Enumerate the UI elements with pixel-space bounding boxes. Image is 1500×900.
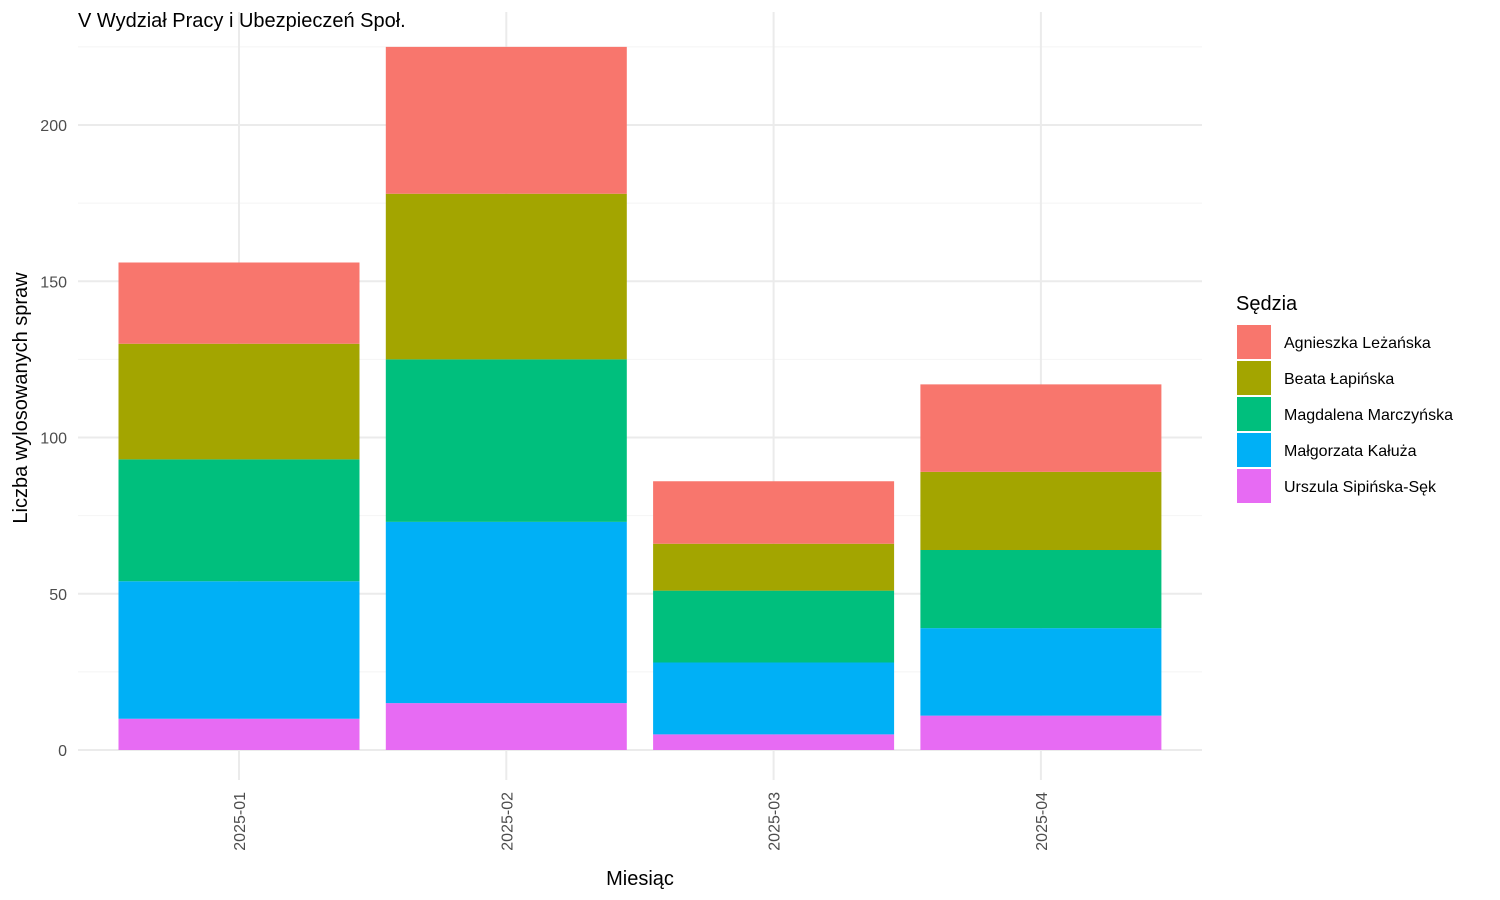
bar-segment bbox=[118, 718, 360, 750]
y-tick-label: 150 bbox=[40, 274, 67, 291]
legend-label: Małgorzata Kałuża bbox=[1284, 443, 1417, 460]
y-tick-label: 0 bbox=[58, 743, 67, 760]
x-tick-label: 2025-03 bbox=[767, 792, 784, 851]
chart-title: V Wydział Pracy i Ubezpieczeń Społ. bbox=[78, 10, 406, 32]
legend-key bbox=[1237, 469, 1271, 503]
bar-segment bbox=[385, 46, 627, 194]
bar-segment bbox=[385, 359, 627, 522]
bar-segment bbox=[118, 581, 360, 719]
bar-segment bbox=[653, 590, 895, 663]
y-tick-label: 50 bbox=[49, 587, 67, 604]
legend-label: Agnieszka Leżańska bbox=[1284, 335, 1431, 352]
bar-segment bbox=[920, 471, 1162, 550]
bar-segment bbox=[920, 715, 1162, 750]
bar-segment bbox=[118, 459, 360, 582]
bar-segment bbox=[653, 543, 895, 591]
bar-segment bbox=[385, 193, 627, 360]
legend-label: Magdalena Marczyńska bbox=[1284, 407, 1453, 424]
legend-label: Urszula Sipińska-Sęk bbox=[1284, 479, 1437, 496]
legend-key bbox=[1237, 397, 1271, 431]
x-axis-ticks: 2025-01 2025-02 2025-03 2025-04 bbox=[232, 792, 1051, 851]
bar-segment bbox=[385, 521, 627, 704]
y-axis-title: Liczba wylosowanych spraw bbox=[10, 272, 32, 524]
bar-segment bbox=[118, 262, 360, 344]
bar-segment bbox=[653, 481, 895, 544]
legend-key bbox=[1237, 325, 1271, 359]
x-axis-title: Miesiąc bbox=[606, 868, 674, 890]
x-tick-label: 2025-04 bbox=[1034, 792, 1051, 851]
legend: Sędzia Agnieszka Leżańska Beata Łapińska M… bbox=[1236, 293, 1453, 503]
y-axis-ticks: 0 50 100 150 200 bbox=[40, 118, 67, 760]
legend-label: Beata Łapińska bbox=[1284, 371, 1394, 388]
y-tick-label: 200 bbox=[40, 118, 67, 135]
bar-segment bbox=[385, 703, 627, 750]
bar-segment bbox=[653, 662, 895, 735]
x-tick-label: 2025-01 bbox=[232, 792, 249, 851]
bar-segment bbox=[920, 384, 1162, 472]
bar-segment bbox=[653, 734, 895, 750]
bar-segment bbox=[920, 628, 1162, 716]
legend-title: Sędzia bbox=[1236, 293, 1298, 315]
legend-key bbox=[1237, 433, 1271, 467]
bar-segment bbox=[920, 550, 1162, 629]
bars bbox=[118, 46, 1162, 750]
legend-key bbox=[1237, 361, 1271, 395]
y-tick-label: 100 bbox=[40, 431, 67, 448]
bar-segment bbox=[118, 343, 360, 460]
x-tick-label: 2025-02 bbox=[499, 792, 516, 851]
